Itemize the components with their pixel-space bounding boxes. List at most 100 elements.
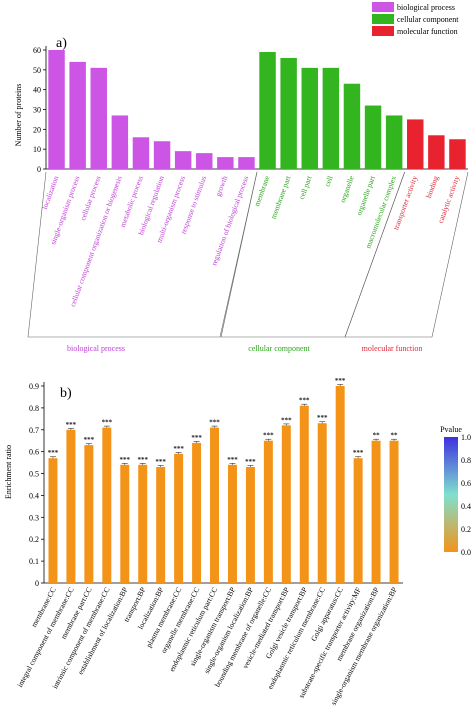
panel-b-y-tick-label: 0.1 bbox=[29, 557, 39, 566]
panel-a-group-bracket bbox=[344, 171, 469, 338]
panel-a-y-tick-label: 10 bbox=[33, 145, 41, 154]
panel-a-x-tick-label: cellular process bbox=[78, 175, 103, 222]
panel-b-significance-mark: *** bbox=[299, 397, 310, 405]
panel-b-significance-mark: *** bbox=[120, 456, 131, 464]
panel-b-significance-mark: *** bbox=[155, 458, 166, 466]
panel-a-bar bbox=[449, 139, 466, 169]
panel-b-significance-mark: *** bbox=[263, 432, 274, 440]
panel-a-bar bbox=[196, 153, 213, 169]
panel-a-x-tick-label: organelle bbox=[338, 174, 356, 204]
panel-a-x-tick-label: cell bbox=[323, 175, 335, 188]
panel-b-significance-mark: *** bbox=[281, 416, 292, 424]
panel-a-group-bracket bbox=[220, 171, 405, 338]
panel-a-legend: biological process cellular component mole… bbox=[372, 2, 459, 36]
panel-a-bar bbox=[407, 119, 424, 169]
panel-a-y-tick-label: 50 bbox=[33, 66, 41, 75]
colorbar-tick-label: 0.2 bbox=[461, 525, 471, 534]
panel-b-y-tick-label: 0 bbox=[35, 579, 39, 588]
panel-b-significance-mark: ** bbox=[391, 432, 399, 440]
panel-a-bar bbox=[364, 105, 382, 169]
panel-b-significance-mark: *** bbox=[102, 419, 113, 427]
panel-a-bar bbox=[343, 83, 361, 169]
panel-b-bar bbox=[156, 466, 166, 583]
panel-a-bar bbox=[48, 50, 65, 169]
panel-b-significance-mark: ** bbox=[373, 432, 381, 440]
panel-a-group-brackets: biological process cellular component mole… bbox=[27, 171, 469, 353]
legend-swatch bbox=[372, 14, 394, 24]
panel-b-significance-mark: *** bbox=[137, 456, 148, 464]
panel-b-y-tick-label: 0.6 bbox=[29, 448, 39, 457]
panel-b-bar bbox=[174, 453, 184, 583]
panel-b-bar bbox=[263, 440, 273, 583]
panel-a-bar bbox=[301, 67, 318, 169]
panel-b-y-tick-label: 0.3 bbox=[29, 513, 39, 522]
panel-b-significance-mark: *** bbox=[173, 445, 184, 453]
panel-b-significance-mark: *** bbox=[317, 414, 328, 422]
panel-a-bar bbox=[217, 157, 234, 169]
panel-b-colorbar: Pvalue 0.0 0.2 0.4 0.6 0.8 1.0 bbox=[440, 425, 471, 557]
panel-a-bar bbox=[238, 157, 255, 169]
panel-b-label: b) bbox=[60, 386, 72, 401]
panel-a-bar bbox=[259, 51, 276, 169]
colorbar-tick-label: 0.0 bbox=[461, 548, 471, 557]
panel-a-bar bbox=[280, 57, 297, 169]
panel-a-bar bbox=[385, 115, 403, 169]
panel-b-y-tick-label: 0.5 bbox=[29, 470, 39, 479]
panel-b-bar bbox=[299, 405, 309, 583]
panel-a-group-bracket bbox=[27, 171, 258, 338]
panel-a-group-name: molecular function bbox=[362, 344, 423, 353]
panel-a-x-tick-label: membrane bbox=[252, 174, 272, 207]
panel-a-bars bbox=[48, 50, 466, 169]
panel-b-bar bbox=[192, 442, 202, 583]
panel-b-significance-mark: *** bbox=[335, 377, 346, 385]
panel-b-y-tick-label: 0.7 bbox=[29, 426, 39, 435]
colorbar-title: Pvalue bbox=[440, 425, 462, 434]
panel-b-significance-mark: *** bbox=[84, 436, 95, 444]
colorbar-tick-label: 0.8 bbox=[461, 456, 471, 465]
panel-b-bar bbox=[317, 423, 327, 583]
panel-a-bar bbox=[174, 151, 192, 169]
panel-a-bar bbox=[69, 61, 86, 169]
panel-b-y-tick-label: 0.8 bbox=[29, 404, 39, 413]
panel-a-y-tick-label: 30 bbox=[33, 106, 41, 115]
panel-b-significance-mark: *** bbox=[353, 449, 364, 457]
legend-label: biological process bbox=[397, 3, 455, 12]
panel-b-significance-mark: *** bbox=[191, 434, 202, 442]
panel-b-bar bbox=[371, 440, 381, 583]
legend-swatch bbox=[372, 2, 394, 12]
panel-b-bar bbox=[210, 427, 220, 583]
panel-a-bar bbox=[111, 115, 129, 169]
colorbar-tick-label: 1.0 bbox=[461, 433, 471, 442]
panel-b-bar bbox=[281, 425, 291, 583]
panel-a-x-tick-label: catalytic activity bbox=[436, 174, 462, 224]
panel-a-label: a) bbox=[56, 36, 67, 51]
panel-a-bar bbox=[322, 67, 340, 169]
panel-b-significance-mark: *** bbox=[227, 456, 238, 464]
panel-b-bar bbox=[245, 466, 255, 583]
panel-a-x-tick-label: binding bbox=[424, 174, 440, 199]
panel-a-y-tick-label: 40 bbox=[33, 86, 41, 95]
panel-a-y-axis-label: Number of proteins bbox=[14, 84, 23, 147]
panel-b-bar bbox=[120, 464, 130, 583]
panel-a-x-tick-label: cell part bbox=[297, 174, 314, 201]
panel-a-y-tick-label: 0 bbox=[37, 165, 41, 174]
colorbar-tick-label: 0.4 bbox=[461, 502, 471, 511]
legend-label: molecular function bbox=[397, 27, 458, 36]
panel-b-significance-mark: *** bbox=[48, 449, 59, 457]
panel-a-bar bbox=[132, 137, 150, 169]
legend-swatch bbox=[372, 26, 394, 36]
panel-b-y-tick-label: 0.2 bbox=[29, 535, 39, 544]
panel-a-group-name: biological process bbox=[67, 344, 125, 353]
panel-b-y-tick-label: 0.9 bbox=[29, 382, 39, 391]
panel-b-y-axis-label: Enrichment ratio bbox=[4, 445, 13, 499]
panel-a-y-tick-label: 60 bbox=[33, 46, 41, 55]
panel-a-bar bbox=[428, 135, 445, 169]
panel-b-bar bbox=[102, 427, 112, 583]
panel-a-x-tick-label: growth bbox=[214, 174, 230, 197]
panel-b-y-tick-label: 0.4 bbox=[29, 491, 39, 500]
panel-b-bar bbox=[84, 445, 94, 583]
panel-a-x-tick-label: membrane part bbox=[269, 174, 293, 220]
panel-b-bar bbox=[66, 429, 76, 583]
